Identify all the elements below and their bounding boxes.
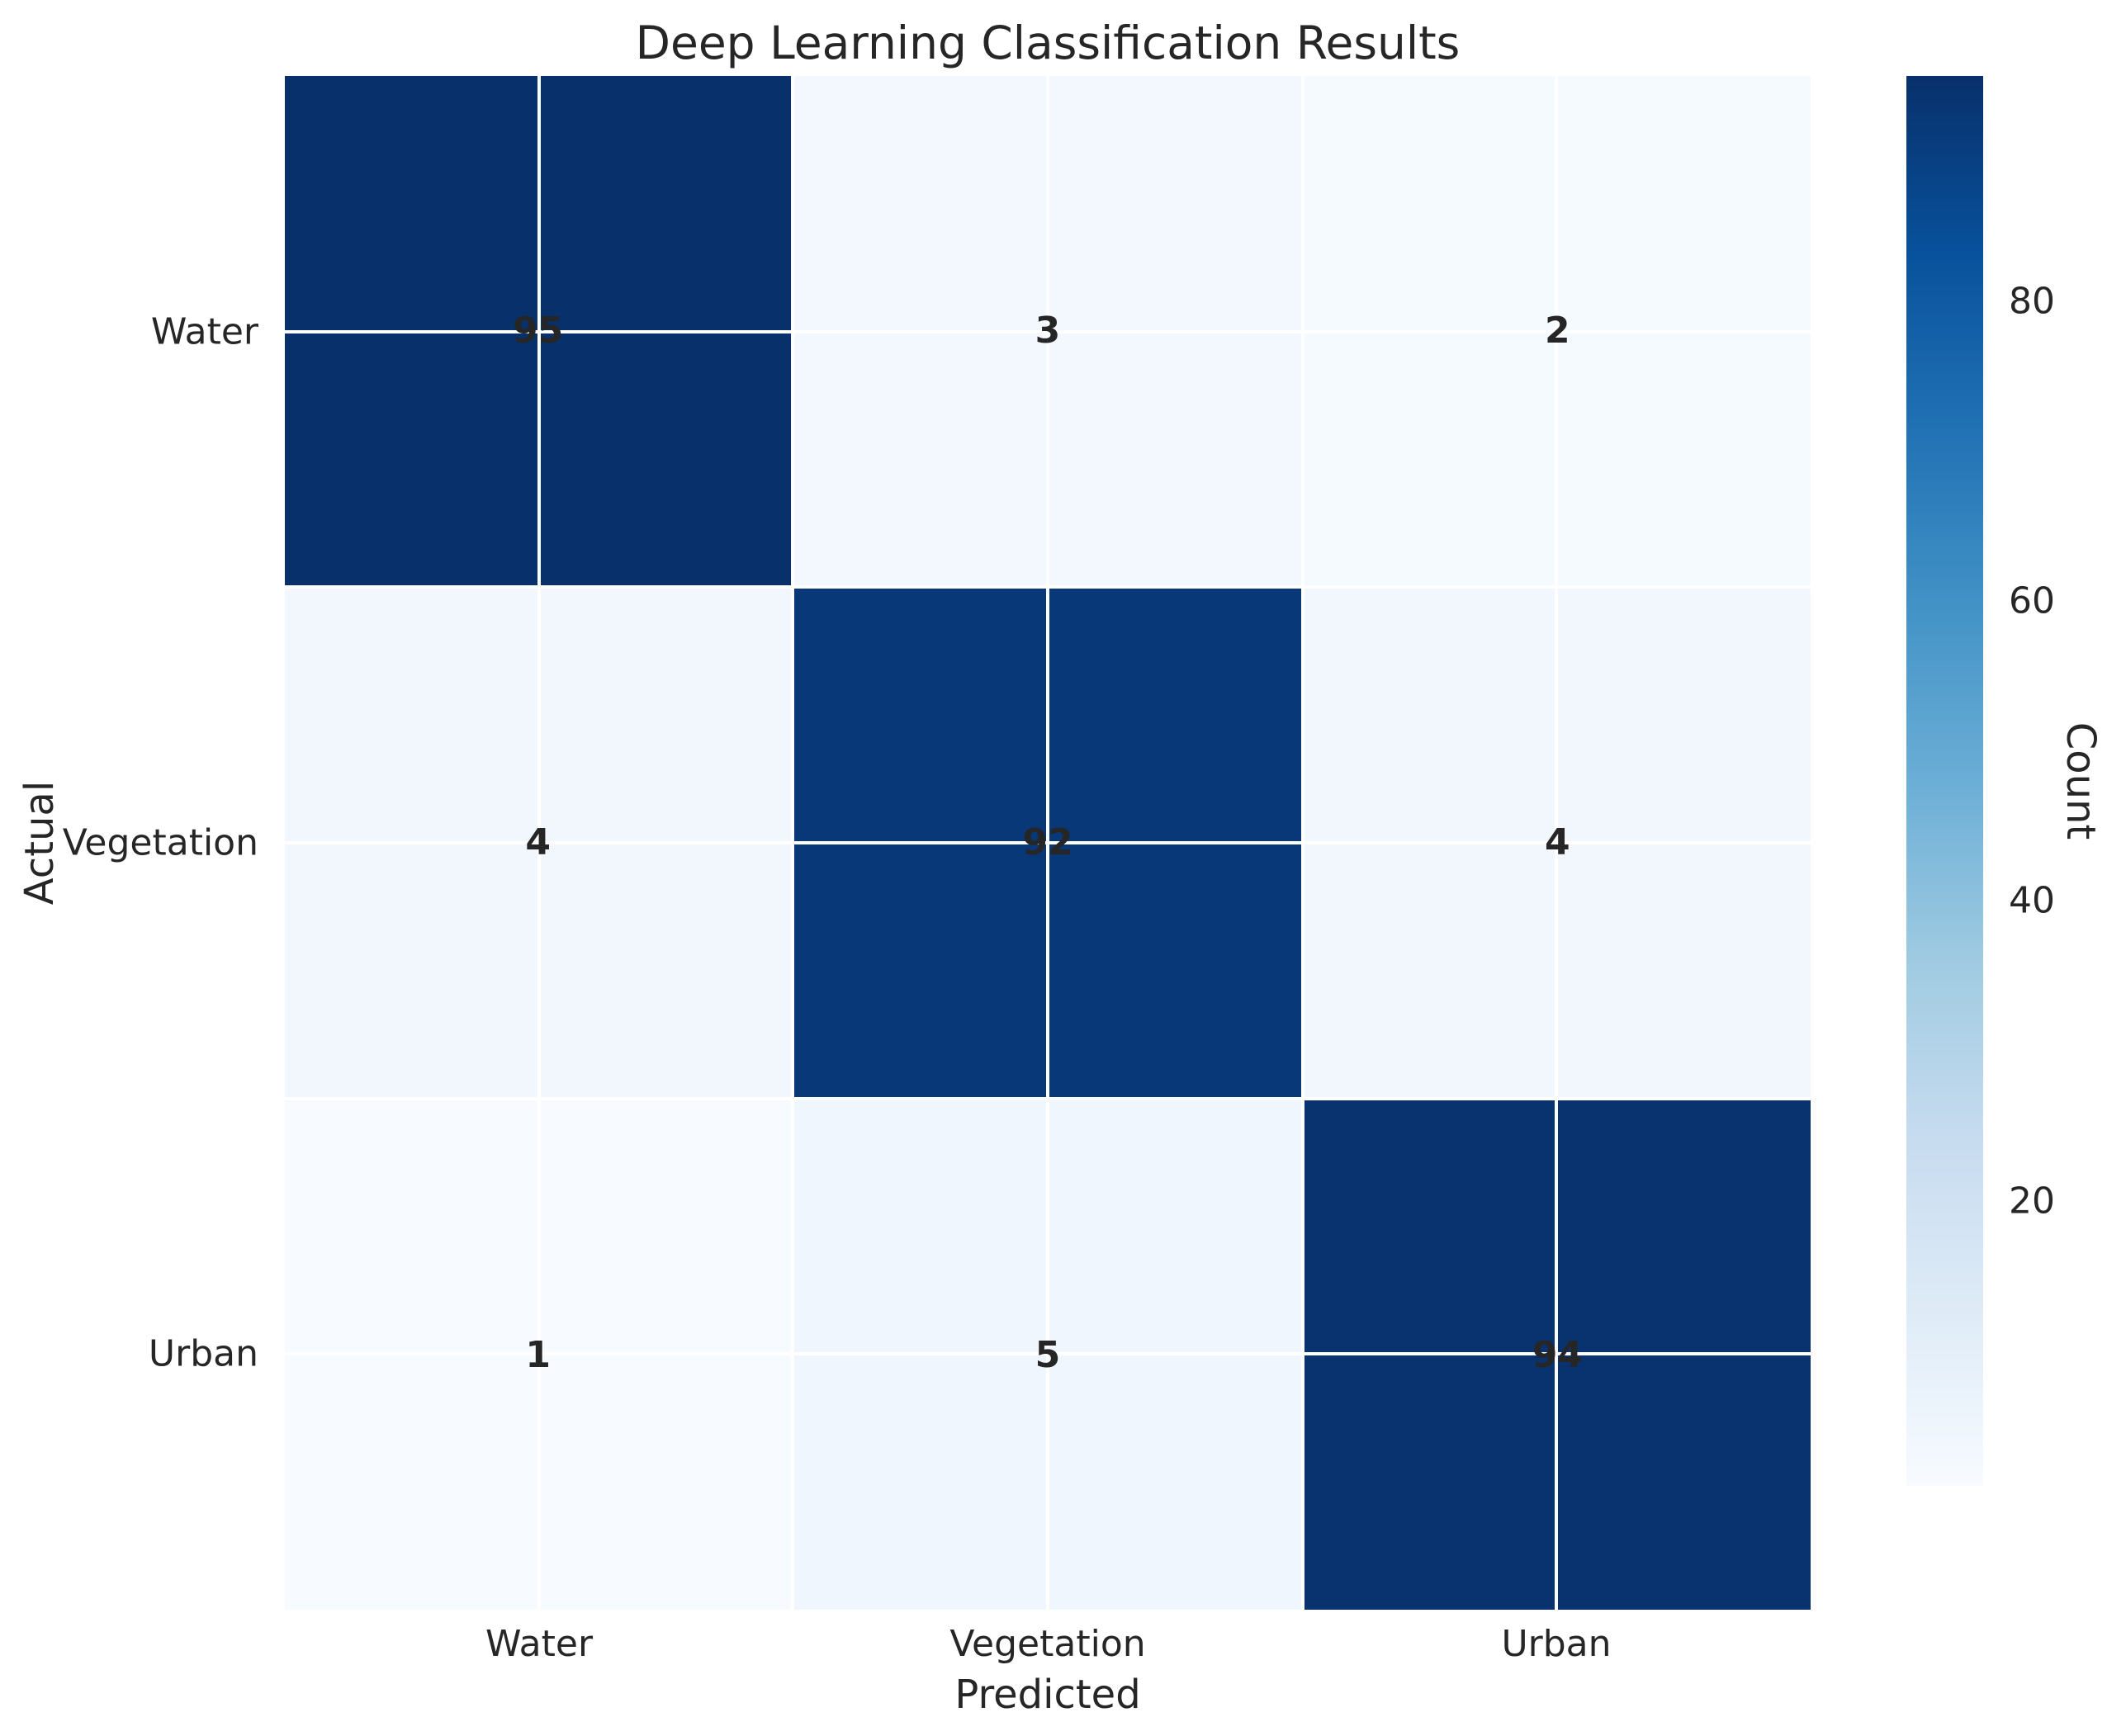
cell-value: 3 [1035, 309, 1061, 352]
colorbar-axis-title: Count [2057, 721, 2104, 840]
colorbar-gradient [1906, 76, 1983, 1486]
colorbar-tick-80: 80 [2009, 280, 2055, 323]
cell-value: 94 [1532, 1334, 1583, 1377]
y-axis-title: Actual [17, 780, 63, 906]
x-tick-label-water: Water [485, 1623, 594, 1665]
cell-value: 5 [1035, 1334, 1061, 1377]
colorbar-tick-60: 60 [2009, 579, 2055, 622]
cell-value: 4 [1545, 821, 1570, 864]
gridline-horizontal [285, 329, 1811, 333]
cell-value: 95 [513, 309, 564, 352]
chart-title: Deep Learning Classification Results [635, 17, 1461, 69]
y-tick-label-urban: Urban [148, 1332, 258, 1375]
cell-value: 1 [525, 1334, 551, 1377]
x-tick-label-vegetation: Vegetation [949, 1623, 1146, 1665]
x-axis-title: Predicted [954, 1672, 1141, 1718]
colorbar: 80 60 40 20 Count [1906, 76, 2104, 1486]
y-tick-label-water: Water [150, 310, 258, 353]
colorbar-tick-20: 20 [2009, 1180, 2055, 1223]
gridline-horizontal [285, 841, 1811, 844]
y-tick-label-vegetation: Vegetation [62, 821, 258, 864]
cell-value: 92 [1022, 821, 1073, 864]
cell-value: 4 [525, 821, 551, 864]
colorbar-tick-40: 40 [2009, 879, 2055, 922]
gridline-horizontal [285, 1352, 1811, 1356]
heatmap-plot-area: 95 3 2 4 92 4 1 5 94 [17, 76, 1811, 1718]
x-tick-label-urban: Urban [1501, 1623, 1612, 1665]
cell-value: 2 [1545, 309, 1570, 352]
